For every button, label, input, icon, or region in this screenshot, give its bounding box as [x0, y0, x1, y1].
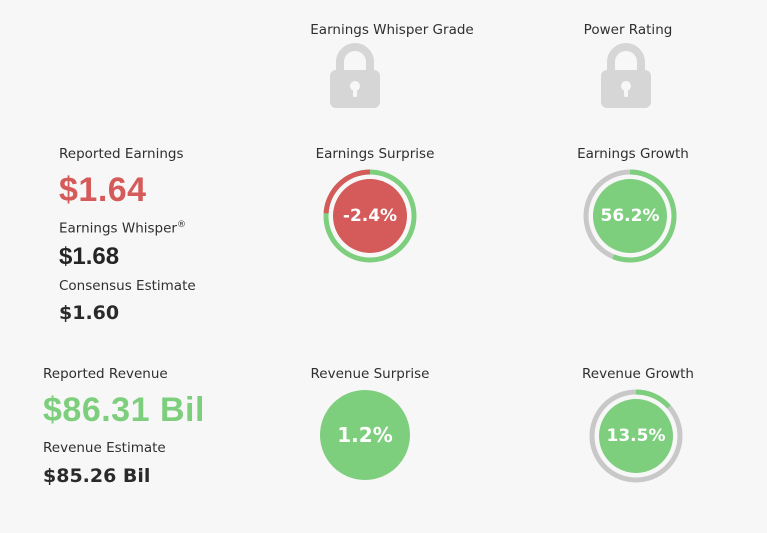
earnings-whisper-label: Earnings Whisper®	[59, 220, 186, 237]
reported-earnings-label: Reported Earnings	[59, 146, 184, 162]
consensus-estimate-label: Consensus Estimate	[59, 278, 196, 294]
revenue-growth-gauge: 13.5%	[589, 389, 683, 483]
registered-mark: ®	[177, 220, 186, 230]
whisper-grade-header: Earnings Whisper Grade	[310, 22, 474, 38]
revenue-surprise-value: 1.2%	[337, 423, 393, 447]
earnings-growth-value: 56.2%	[600, 206, 660, 226]
power-rating-header: Power Rating	[583, 22, 673, 38]
revenue-surprise-label: Revenue Surprise	[310, 366, 430, 382]
revenue-estimate-label: Revenue Estimate	[43, 440, 166, 456]
reported-revenue-label: Reported Revenue	[43, 366, 168, 382]
earnings-whisper-value: $1.68	[59, 243, 120, 270]
revenue-growth-value: 13.5%	[606, 426, 666, 446]
earnings-growth-gauge: 56.2%	[583, 169, 677, 263]
lock-icon	[328, 42, 382, 114]
earnings-surprise-gauge: -2.4%	[323, 169, 417, 263]
revenue-estimate-value: $85.26 Bil	[43, 465, 151, 487]
lock-icon	[599, 42, 653, 114]
revenue-growth-label: Revenue Growth	[582, 366, 694, 382]
reported-earnings-value: $1.64	[59, 171, 147, 209]
earnings-growth-label: Earnings Growth	[577, 146, 689, 162]
earnings-surprise-label: Earnings Surprise	[315, 146, 435, 162]
reported-revenue-value: $86.31 Bil	[43, 391, 205, 429]
consensus-estimate-value: $1.60	[59, 302, 120, 324]
revenue-surprise-gauge: 1.2%	[319, 389, 411, 481]
earnings-surprise-value: -2.4%	[342, 206, 398, 226]
